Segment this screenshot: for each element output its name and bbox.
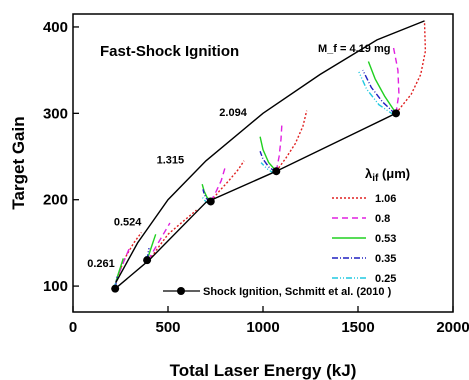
x-tick-label-2: 1000 — [246, 319, 279, 336]
y-tick-label-3: 400 — [43, 19, 68, 36]
legend-label-0.53: 0.53 — [375, 233, 396, 245]
y-tick-label-2: 300 — [43, 105, 68, 122]
shock-ignition-point-1 — [143, 256, 152, 265]
series-1.06-curve-4 — [395, 20, 427, 114]
y-axis: 100 200 300 400 — [43, 19, 79, 295]
legend-shock-marker — [177, 287, 185, 295]
mass-label-1: 0.524 — [114, 217, 142, 229]
x-axis-title: Total Laser Energy (kJ) — [170, 361, 357, 380]
series-0.53-curve-3 — [259, 136, 277, 172]
series-0.35-curve-3 — [259, 151, 277, 173]
mass-label-2: 1.315 — [157, 154, 185, 166]
envelope-layer — [111, 20, 425, 293]
legend-label-0.8: 0.8 — [375, 213, 390, 225]
series-0.35-curve-4 — [362, 69, 397, 115]
legend-label-1.06: 1.06 — [375, 193, 396, 205]
series-0.8-curve-1 — [147, 222, 171, 261]
shock-ignition-point-2 — [206, 197, 215, 206]
series-0.8-curve-4 — [392, 45, 400, 114]
y-axis-title: Target Gain — [9, 116, 28, 209]
x-tick-label-4: 2000 — [436, 319, 469, 336]
series-0.53-curve-0 — [115, 258, 124, 283]
chart-title: Fast-Shock Ignition — [100, 43, 239, 60]
envelope-upper-line — [115, 20, 425, 283]
x-axis: 0 500 1000 1500 2000 — [69, 306, 469, 336]
shock-ignition-point-4 — [392, 109, 400, 118]
legend-items: 1.06 0.8 0.53 0.35 0.25 — [332, 193, 396, 285]
series-0.53-curve-4 — [367, 61, 397, 114]
x-tick-label-1: 500 — [155, 319, 180, 336]
x-tick-label-0: 0 — [69, 319, 77, 336]
legend-shock-ignition: Shock Ignition, Schmitt et al. (2010 ) — [163, 286, 392, 298]
series-1.06-curve-2 — [210, 160, 245, 202]
legend-label-0.25: 0.25 — [375, 273, 396, 285]
series-0.8-curve-3 — [275, 121, 283, 172]
mass-label-0: 0.261 — [87, 258, 115, 270]
shock-ignition-point-0 — [111, 284, 120, 293]
legend-shock-label: Shock Ignition, Schmitt et al. (2010 ) — [203, 286, 392, 298]
mass-labels: 0.261 0.524 1.315 2.094 — [87, 107, 247, 270]
legend-label-0.35: 0.35 — [375, 253, 396, 265]
series-1.06-curve-1 — [148, 209, 197, 261]
y-tick-label-1: 200 — [43, 192, 68, 209]
mass-label-3: 2.094 — [219, 107, 247, 119]
series-1.06-curve-3 — [275, 110, 308, 172]
legend-title: λif (μm) — [365, 166, 410, 184]
legend: λif (μm) 1.06 0.8 0.53 0.35 0.25 Shock Ignit… — [163, 166, 410, 298]
mass-annotation: M_f = 4.19 mg — [318, 43, 390, 55]
y-tick-label-0: 100 — [43, 278, 68, 295]
series-0.8-curve-2 — [210, 167, 226, 202]
series-0.25-curve-4 — [358, 71, 395, 116]
x-tick-label-3: 1500 — [341, 319, 374, 336]
series-0.53-curve-1 — [146, 234, 157, 261]
series-layer — [113, 20, 427, 290]
envelope-lower-line — [114, 112, 397, 290]
series-0.25-curve-3 — [260, 162, 276, 175]
shock-ignition-point-3 — [272, 167, 281, 176]
